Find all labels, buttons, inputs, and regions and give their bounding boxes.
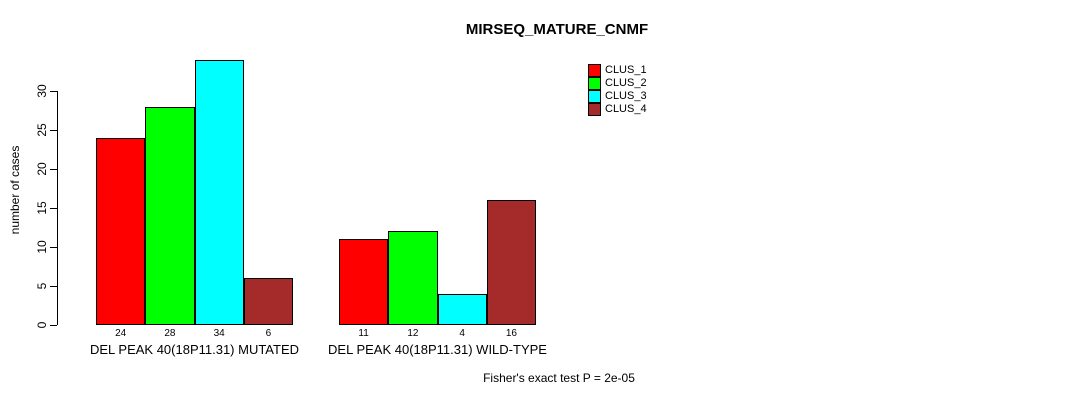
- bar-clus_3-group1: [194, 59, 244, 325]
- bar-clus_2-group2: [388, 231, 438, 325]
- y-tick-label: 20: [35, 162, 49, 176]
- bar-clus_2-group1: [145, 106, 195, 325]
- bar-clus_4-group1: [243, 278, 293, 325]
- y-tick-label: 0: [35, 321, 49, 329]
- bar-value-label: 11: [358, 328, 369, 339]
- bar-clus_3-group2: [437, 293, 487, 325]
- y-axis-label: number of cases: [8, 145, 22, 235]
- bar-value-label: 34: [213, 328, 225, 339]
- legend-label: CLUS_4: [605, 103, 647, 115]
- annotation-fisher-test: Fisher's exact test P = 2e-05: [483, 371, 635, 385]
- legend-item-clus_3: CLUS_3: [588, 90, 647, 103]
- bar-clus_1-group2: [339, 239, 389, 325]
- legend-swatch: [588, 77, 601, 90]
- legend-item-clus_2: CLUS_2: [588, 77, 647, 90]
- legend-item-clus_1: CLUS_1: [588, 64, 647, 77]
- bar-value-label: 28: [164, 328, 176, 339]
- x-group-label: DEL PEAK 40(18P11.31) WILD-TYPE: [328, 342, 547, 357]
- legend-item-clus_4: CLUS_4: [588, 103, 647, 116]
- y-tick-label: 30: [35, 84, 49, 98]
- bar-value-label: 6: [265, 328, 272, 339]
- bar-value-label: 16: [505, 328, 517, 339]
- legend: CLUS_1 CLUS_2 CLUS_3 CLUS_4: [588, 64, 647, 116]
- y-tick-label: 15: [35, 201, 49, 215]
- legend-swatch: [588, 64, 601, 77]
- bar-clus_1-group1: [96, 137, 146, 325]
- chart-title: MIRSEQ_MATURE_CNMF: [465, 21, 649, 38]
- y-axis-line: [57, 91, 58, 325]
- y-tick: [50, 208, 57, 209]
- y-tick-label: 10: [35, 240, 49, 254]
- y-tick: [50, 169, 57, 170]
- legend-label: CLUS_2: [605, 77, 647, 89]
- legend-label: CLUS_3: [605, 90, 647, 102]
- y-tick-label: 5: [35, 282, 49, 290]
- bar-clus_4-group2: [486, 200, 536, 325]
- bar-value-label: 24: [115, 328, 127, 339]
- y-tick: [50, 130, 57, 131]
- y-tick: [50, 247, 57, 248]
- y-tick: [50, 91, 57, 92]
- y-tick: [50, 286, 57, 287]
- bar-value-label: 12: [407, 328, 419, 339]
- x-group-label: DEL PEAK 40(18P11.31) MUTATED: [89, 342, 300, 357]
- legend-swatch: [588, 90, 601, 103]
- legend-swatch: [588, 103, 601, 116]
- y-tick: [50, 325, 57, 326]
- bar-value-label: 4: [459, 328, 465, 339]
- legend-label: CLUS_1: [605, 64, 647, 76]
- y-tick-label: 25: [35, 123, 49, 137]
